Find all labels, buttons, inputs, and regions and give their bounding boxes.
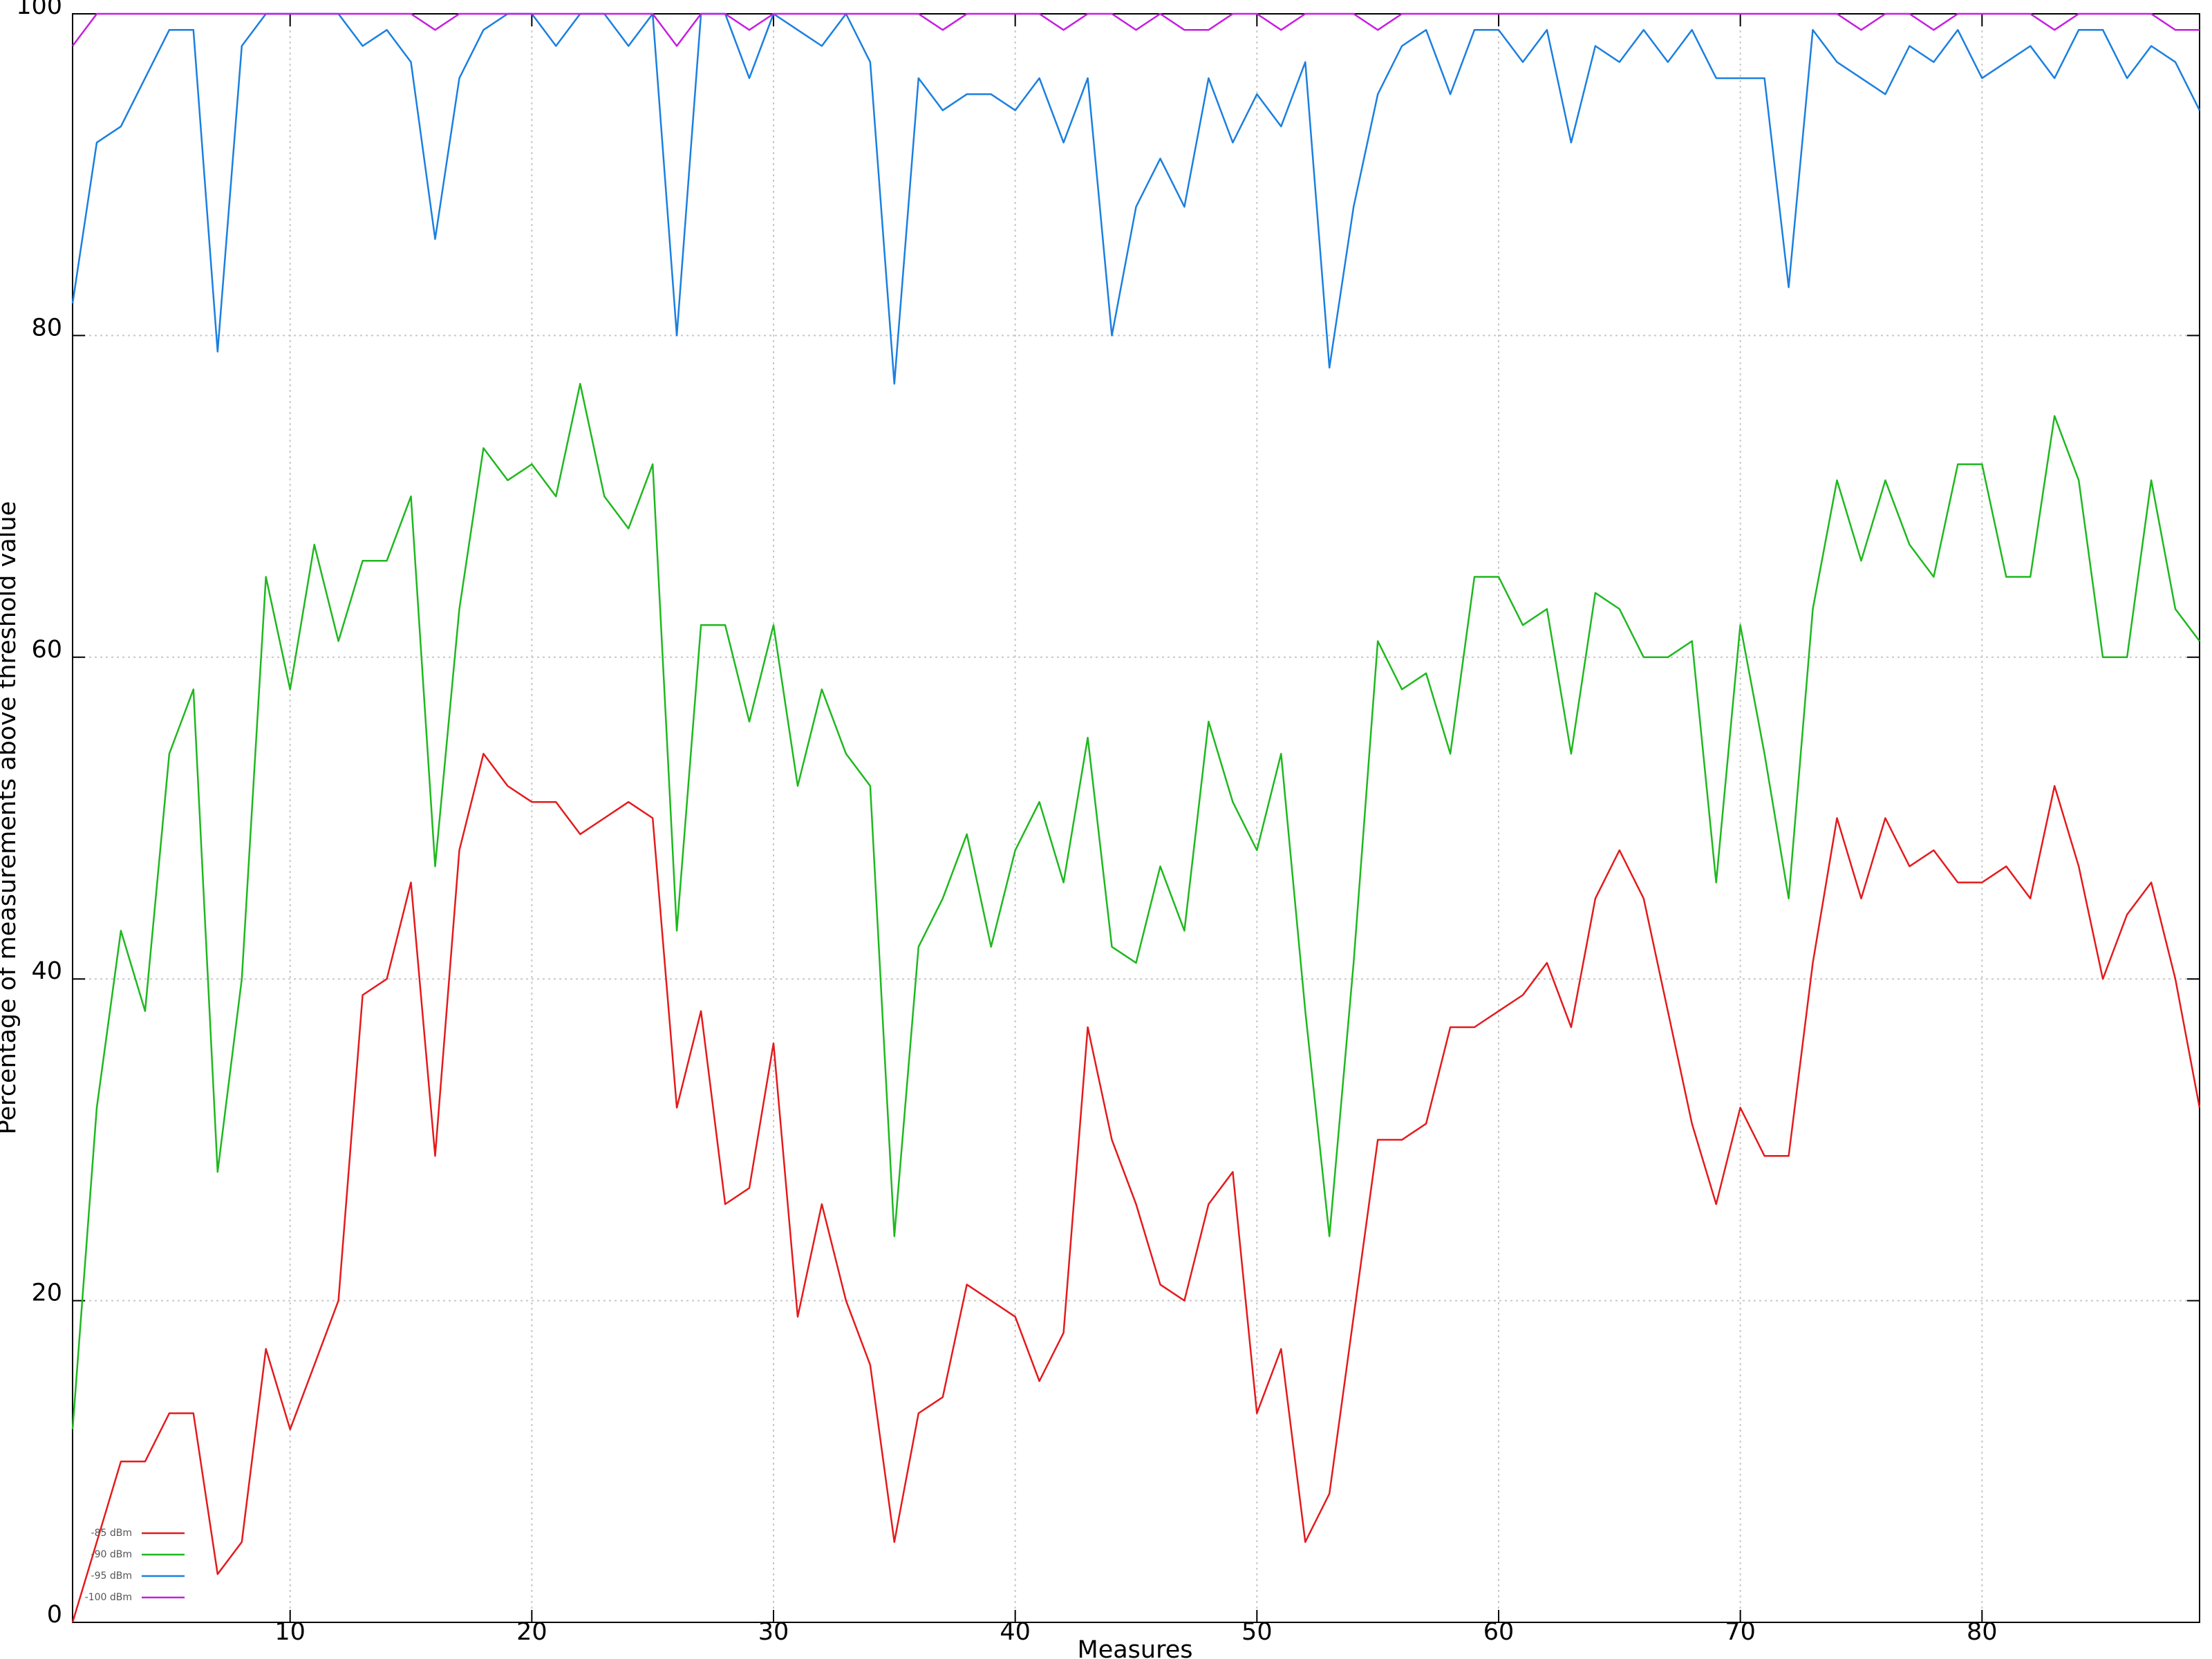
series-line: [71, 12, 2201, 385]
legend-label: -95 dBm: [91, 1571, 132, 1582]
y-tick-label: 80: [31, 314, 62, 341]
series-line: [71, 753, 2201, 1623]
legend-label: -100 dBm: [85, 1592, 132, 1603]
y-tick-label: 100: [16, 0, 62, 20]
series-line: [71, 382, 2200, 1430]
x-axis-label: Measures: [1078, 1636, 1193, 1659]
plot-frame: [72, 13, 2200, 1623]
y-axis-label: Percentage of measurements above thresho…: [0, 501, 21, 1134]
y-tick-label: 20: [31, 1280, 62, 1307]
y-tick-label: 40: [31, 957, 62, 985]
legend-label: -85 dBm: [91, 1528, 132, 1539]
y-tick-label: 0: [47, 1601, 62, 1629]
series-line: [72, 12, 2200, 47]
legend-label: -90 dBm: [91, 1549, 132, 1560]
y-tick-label: 60: [31, 636, 62, 664]
